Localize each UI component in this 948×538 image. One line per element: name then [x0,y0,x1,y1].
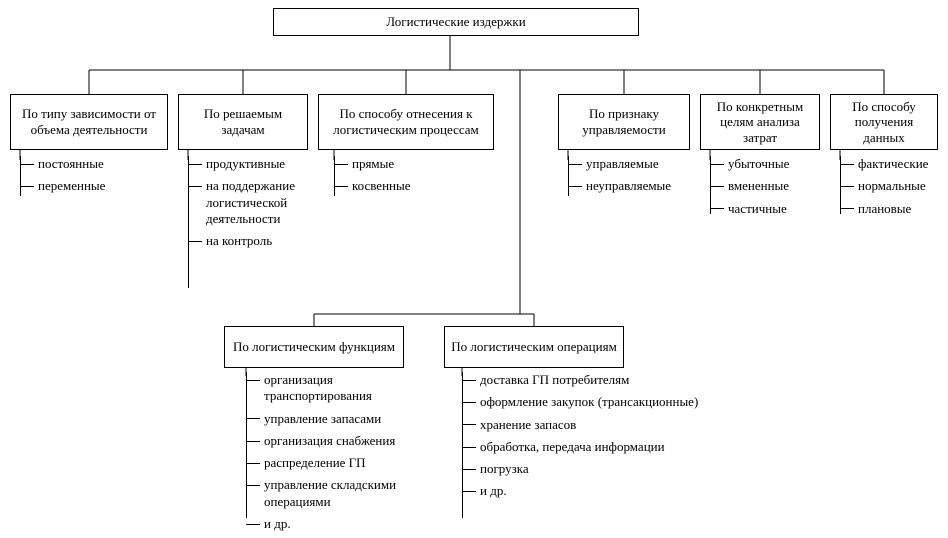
list-item: доставка ГП потребителям [470,372,712,394]
list-item: косвенные [342,178,484,200]
list-c6: фактическиенормальныеплановые [840,156,948,223]
list-item: и др. [254,516,436,538]
root-label: Логистические издержки [386,14,525,30]
cat-label: По признаку управляемости [563,106,685,137]
list-c5: убыточныевмененныечастичные [710,156,830,223]
list-item: убыточные [718,156,830,178]
list-item: управление складскими операциями [254,477,436,516]
list-item: фактические [848,156,948,178]
list-c3: прямыекосвенные [334,156,484,201]
list-item: плановые [848,201,948,223]
cat-label: По типу зависимости от объема деятельнос… [15,106,163,137]
root-box: Логистические издержки [273,8,639,36]
cat-box-c2: По решаемым задачам [178,94,308,150]
list-item: погрузка [470,461,712,483]
list-c2: продуктивныена поддержание логистической… [188,156,318,255]
list-item: управляемые [576,156,700,178]
list-item: хранение запасов [470,417,712,439]
list-item: организация снабжения [254,433,436,455]
cat-box-c3: По способу отнесения к логистическим про… [318,94,494,150]
list-s1: организация транспортированияуправление … [246,372,436,538]
sub-box-s1: По логистическим функциям [224,326,404,368]
sub-box-s2: По логистическим операциям [444,326,624,368]
list-item: организация транспортирования [254,372,436,411]
list-item: прямые [342,156,484,178]
list-s2: доставка ГП потребителямоформление закуп… [462,372,712,506]
list-item: переменные [28,178,168,200]
list-c4: управляемыенеуправляемые [568,156,700,201]
list-item: продуктивные [196,156,318,178]
cat-label: По способу отнесения к логистическим про… [323,106,489,137]
list-item: неуправляемые [576,178,700,200]
cat-box-c5: По конкретным целям анализа затрат [700,94,820,150]
sub-label: По логистическим операциям [451,339,617,355]
cat-label: По конкретным целям анализа затрат [705,99,815,146]
list-item: на поддержание логистической деятельност… [196,178,318,233]
list-item: и др. [470,483,712,505]
cat-label: По решаемым задачам [183,106,303,137]
list-c1: постоянныепеременные [20,156,168,201]
list-item: распределение ГП [254,455,436,477]
list-item: управление запасами [254,411,436,433]
list-item: оформление закупок (трансакционные) [470,394,712,416]
list-item: постоянные [28,156,168,178]
list-item: вмененные [718,178,830,200]
cat-box-c4: По признаку управляемости [558,94,690,150]
list-item: нормальные [848,178,948,200]
cat-label: По способу получения данных [835,99,933,146]
cat-box-c1: По типу зависимости от объема деятельнос… [10,94,168,150]
cat-box-c6: По способу получения данных [830,94,938,150]
sub-label: По логистическим функциям [233,339,395,355]
list-item: частичные [718,201,830,223]
list-item: обработка, передача информации [470,439,712,461]
list-item: на контроль [196,233,318,255]
